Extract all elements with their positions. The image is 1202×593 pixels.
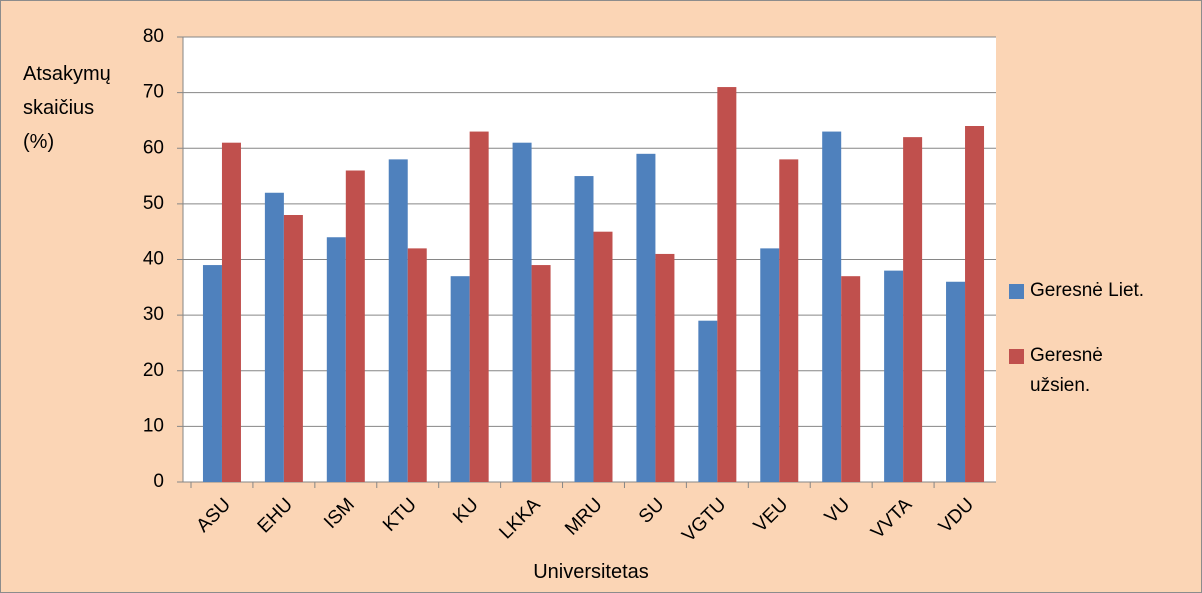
- x-tick-label: EHU: [254, 494, 297, 537]
- bar: [655, 253, 675, 482]
- bar: [264, 192, 284, 482]
- y-tick-label: 50: [143, 193, 164, 214]
- bar: [283, 215, 303, 482]
- bar: [717, 87, 737, 482]
- bar: [884, 270, 904, 482]
- y-tick-label: 70: [143, 82, 164, 103]
- y-tick-label: 0: [153, 471, 164, 492]
- bar: [760, 248, 780, 482]
- y-axis-label: Atsakymų skaičius (%): [23, 63, 111, 153]
- x-tick-label: VVTA: [867, 494, 916, 543]
- y-tick-label: 20: [143, 360, 164, 381]
- legend-label: Geresnė užsien.: [1030, 345, 1103, 396]
- bar: [388, 159, 408, 482]
- y-tick-label: 80: [143, 26, 164, 47]
- x-tick-label: ISM: [320, 494, 359, 533]
- x-tick-label: VU: [821, 494, 855, 528]
- x-tick-label: KTU: [379, 494, 421, 536]
- x-tick-label: VDU: [935, 494, 978, 537]
- bar: [221, 142, 241, 482]
- x-tick-label: VEU: [750, 494, 792, 536]
- bar: [202, 265, 222, 482]
- x-tick-label: SU: [635, 494, 669, 528]
- bar: [531, 265, 551, 482]
- legend-swatch: [1009, 349, 1024, 364]
- bar: [841, 276, 861, 482]
- legend-label: Geresnė Liet.: [1030, 280, 1145, 301]
- bar: [698, 320, 718, 482]
- y-tick-label: 60: [143, 137, 164, 158]
- bar: [822, 131, 842, 482]
- bar: [593, 231, 613, 482]
- bar: [636, 153, 656, 482]
- y-tick-label: 30: [143, 304, 164, 325]
- bar: [326, 237, 346, 482]
- x-tick-label: LKKA: [495, 494, 544, 543]
- bar: [965, 126, 985, 482]
- x-tick-label: ASU: [193, 494, 235, 536]
- x-tick-label: KU: [449, 494, 483, 528]
- y-tick-label: 10: [143, 415, 164, 436]
- bar: [407, 248, 427, 482]
- x-tick-label: MRU: [561, 494, 606, 539]
- bar: [574, 176, 594, 482]
- bar: [450, 276, 470, 482]
- bar: [345, 170, 365, 482]
- bar: [903, 137, 923, 482]
- bar: [512, 142, 532, 482]
- bar: [946, 281, 966, 482]
- bar: [779, 159, 799, 482]
- bar: [469, 131, 489, 482]
- x-tick-label: VGTU: [678, 494, 730, 546]
- y-tick-label: 40: [143, 249, 164, 270]
- x-axis-label: Universitetas: [533, 561, 649, 583]
- legend-swatch: [1009, 284, 1024, 299]
